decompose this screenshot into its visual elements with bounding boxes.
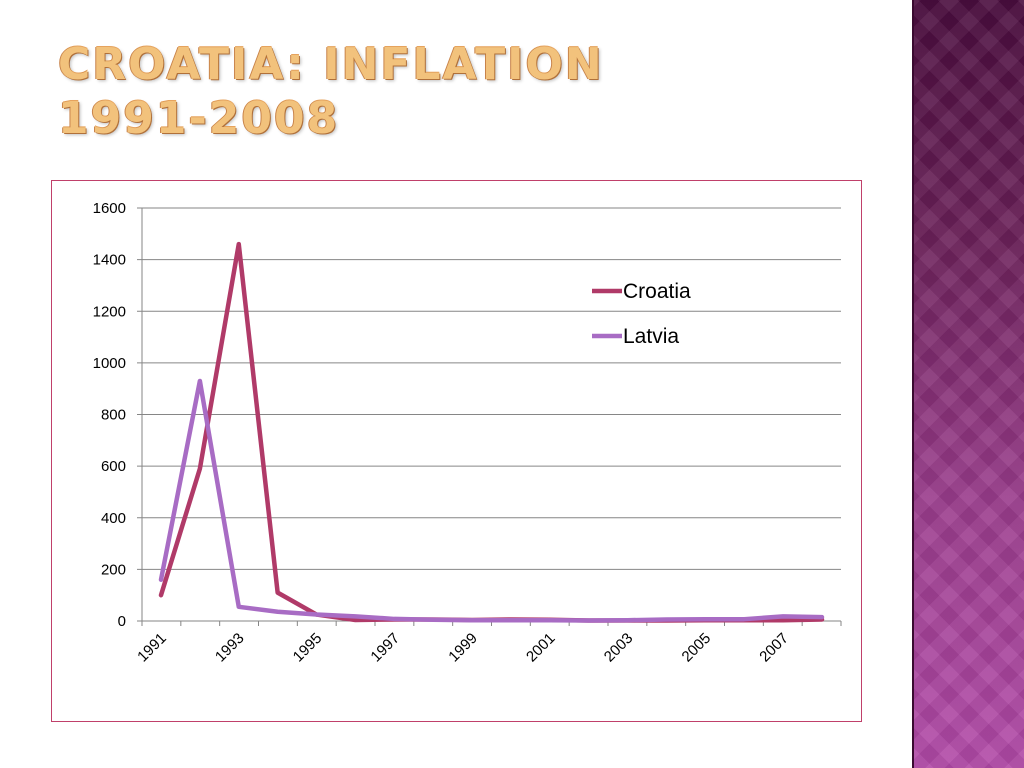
legend-label-latvia: Latvia	[623, 325, 679, 348]
slide-title: CROATIA: INFLATION 1991-2008	[58, 38, 604, 146]
x-tick-label: 2005	[679, 630, 715, 666]
y-tick-label: 600	[101, 458, 126, 475]
x-tick-label: 1993	[212, 630, 248, 666]
x-tick-label: 1997	[368, 630, 404, 666]
x-tick-label: 1991	[134, 630, 170, 666]
x-tick-label: 1995	[290, 630, 326, 666]
y-tick-label: 1200	[93, 303, 126, 320]
y-tick-label: 1000	[93, 355, 126, 372]
y-tick-label: 400	[101, 510, 126, 527]
x-tick-label: 2007	[756, 630, 792, 666]
x-tick-label: 1999	[445, 630, 481, 666]
decorative-sidebar	[912, 0, 1024, 768]
x-tick-label: 2003	[601, 630, 637, 666]
x-tick-label: 2001	[523, 630, 559, 666]
legend-label-croatia: Croatia	[623, 280, 691, 303]
slide-title-line-2: 1991-2008	[58, 93, 340, 144]
y-tick-label: 0	[118, 613, 126, 630]
series-line-latvia	[158, 378, 825, 623]
y-tick-label: 1600	[93, 200, 126, 217]
y-tick-label: 800	[101, 407, 126, 424]
y-tick-label: 1400	[93, 252, 126, 269]
series-line-croatia	[158, 241, 825, 623]
slide-title-line-1: CROATIA: INFLATION	[58, 39, 604, 90]
y-tick-label: 200	[101, 561, 126, 578]
